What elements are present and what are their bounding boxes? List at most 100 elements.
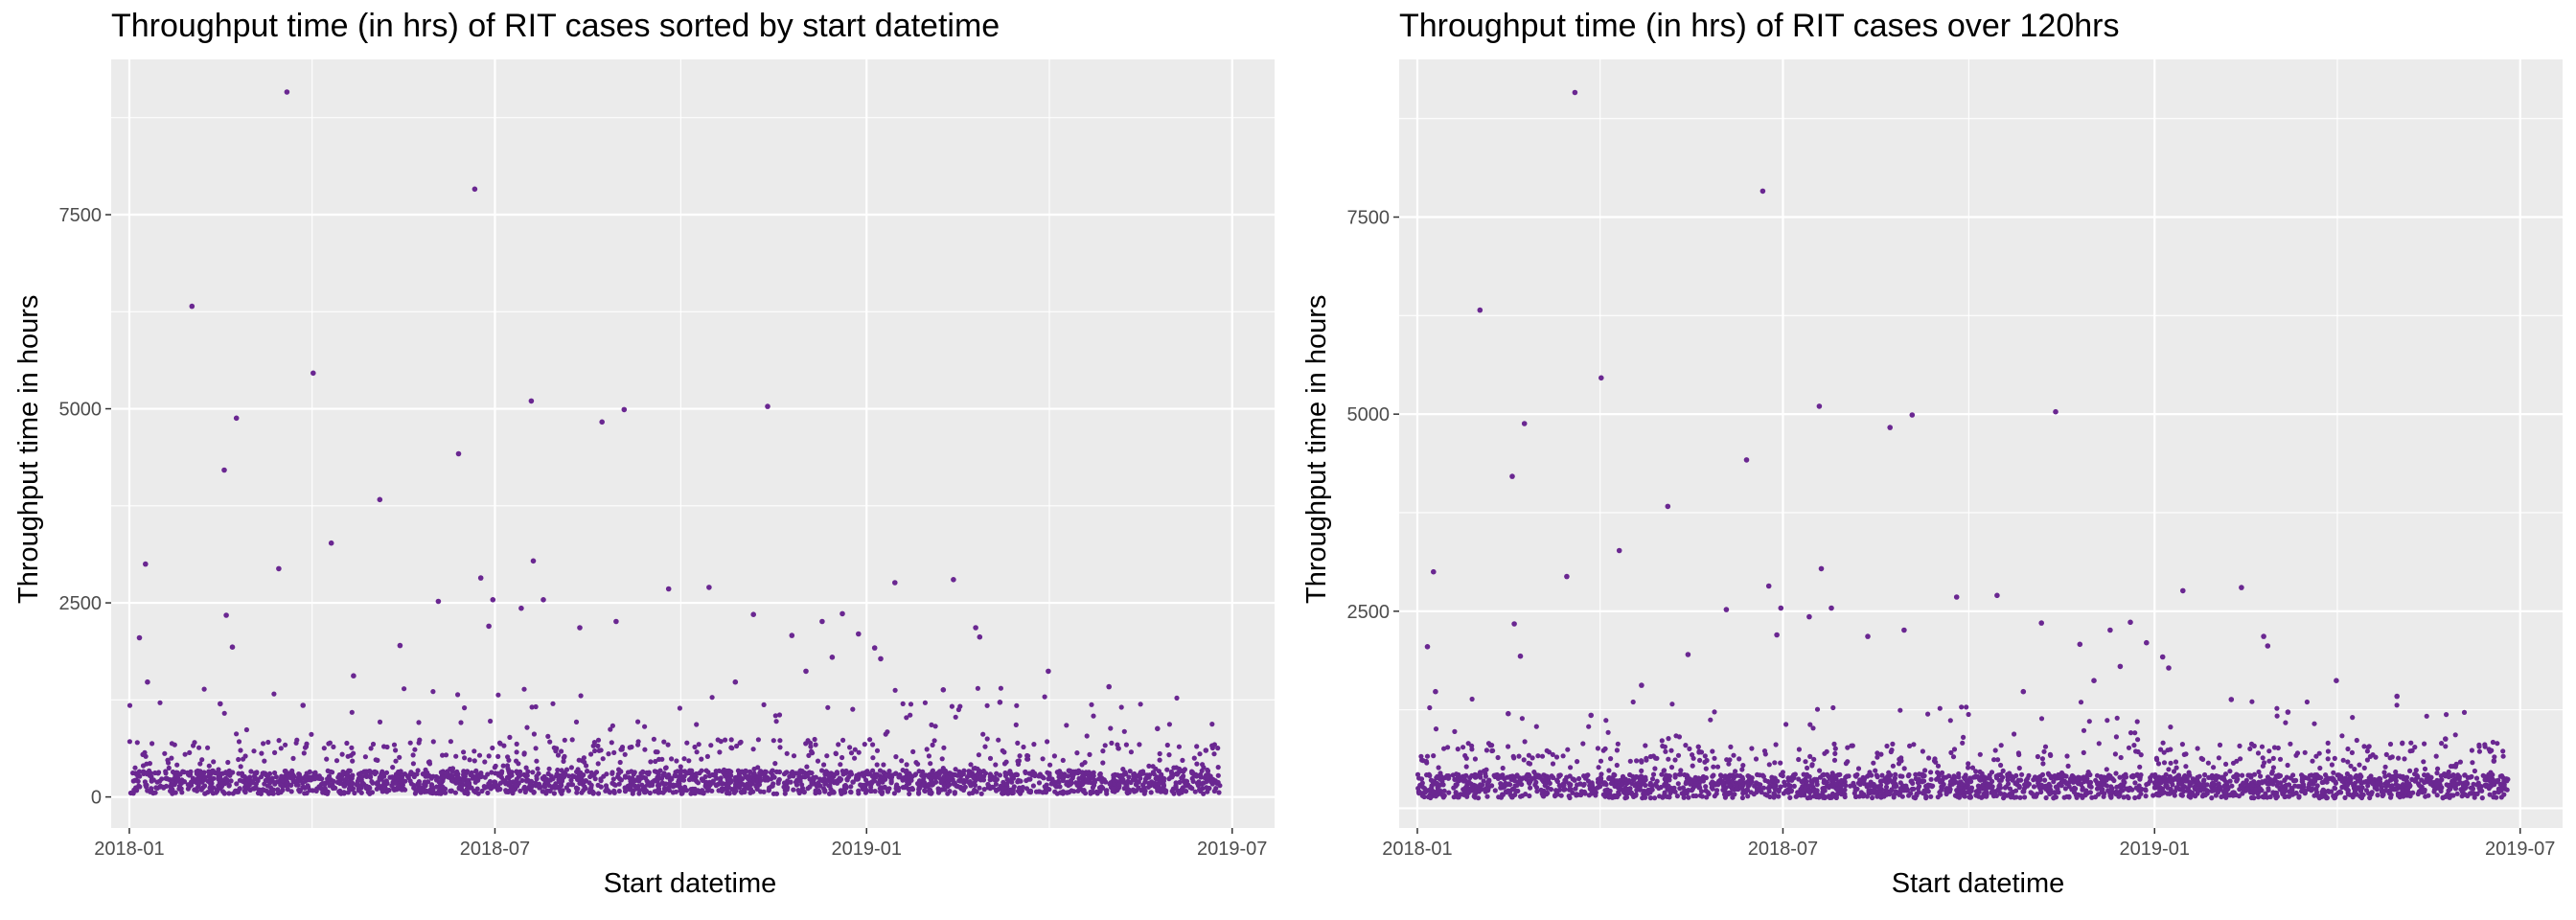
data-point bbox=[658, 775, 665, 781]
data-point bbox=[236, 756, 242, 763]
data-point bbox=[1950, 754, 1957, 760]
x-tick-label: 2019-07 bbox=[2485, 839, 2555, 860]
data-point bbox=[130, 778, 136, 784]
data-point bbox=[665, 586, 672, 592]
data-point bbox=[773, 719, 779, 724]
data-point bbox=[443, 790, 448, 795]
data-point bbox=[2187, 789, 2193, 794]
data-point bbox=[610, 723, 616, 728]
data-point bbox=[638, 770, 644, 776]
data-point bbox=[1757, 772, 1762, 778]
data-point bbox=[509, 772, 515, 778]
data-point bbox=[1674, 794, 1680, 799]
data-point bbox=[1439, 792, 1445, 797]
data-point bbox=[1984, 789, 1990, 795]
data-point bbox=[929, 782, 934, 788]
data-point bbox=[1661, 768, 1667, 773]
data-point bbox=[1556, 772, 1562, 778]
data-point bbox=[1577, 781, 1583, 787]
data-point bbox=[1174, 695, 1180, 702]
data-point bbox=[2369, 790, 2375, 795]
data-point bbox=[1419, 780, 1425, 786]
data-point bbox=[2314, 793, 2320, 798]
data-point bbox=[1968, 778, 1974, 785]
data-point bbox=[201, 686, 207, 692]
data-point bbox=[2270, 781, 2276, 787]
data-point bbox=[826, 772, 832, 779]
data-point bbox=[2348, 763, 2354, 769]
data-point bbox=[2018, 777, 2024, 783]
data-point bbox=[202, 775, 208, 781]
data-point bbox=[1580, 741, 1586, 747]
plot-background bbox=[111, 59, 1275, 828]
data-point bbox=[2318, 775, 2324, 781]
data-point bbox=[982, 744, 988, 749]
data-point bbox=[728, 778, 735, 784]
data-point bbox=[635, 719, 641, 724]
data-point bbox=[2470, 786, 2476, 792]
data-point bbox=[941, 745, 947, 750]
data-point bbox=[521, 750, 527, 756]
data-point bbox=[558, 783, 564, 789]
data-point bbox=[1000, 786, 1005, 792]
data-point bbox=[653, 758, 658, 765]
data-point bbox=[942, 787, 948, 793]
data-point bbox=[2345, 792, 2352, 797]
data-point bbox=[728, 737, 734, 743]
data-point bbox=[2216, 755, 2221, 761]
data-point bbox=[354, 782, 360, 788]
data-point bbox=[733, 779, 739, 785]
data-point bbox=[1843, 783, 1849, 789]
data-point bbox=[514, 741, 519, 748]
data-point bbox=[514, 776, 519, 782]
data-point bbox=[897, 772, 903, 778]
data-point bbox=[467, 757, 472, 763]
data-point bbox=[1040, 756, 1046, 762]
data-point bbox=[1157, 757, 1162, 763]
data-point bbox=[1709, 785, 1714, 791]
data-point bbox=[2194, 786, 2200, 792]
data-point bbox=[1935, 763, 1942, 769]
data-point bbox=[667, 781, 673, 787]
data-point bbox=[1680, 785, 1686, 791]
data-point bbox=[675, 769, 680, 774]
data-point bbox=[251, 748, 257, 754]
data-point bbox=[2277, 756, 2284, 762]
data-point bbox=[507, 788, 513, 794]
data-point bbox=[2048, 775, 2054, 781]
data-point bbox=[1760, 773, 1766, 779]
data-point bbox=[777, 745, 783, 750]
data-point bbox=[1828, 775, 1834, 782]
data-point bbox=[960, 787, 967, 794]
data-point bbox=[833, 750, 839, 756]
data-point bbox=[377, 776, 382, 783]
data-point bbox=[293, 778, 299, 784]
data-point bbox=[1889, 787, 1895, 793]
data-point bbox=[1843, 761, 1849, 767]
data-point bbox=[220, 770, 226, 776]
data-point bbox=[789, 770, 795, 776]
data-point bbox=[942, 768, 949, 774]
data-point bbox=[2190, 776, 2196, 782]
data-point bbox=[928, 761, 933, 767]
data-point bbox=[848, 784, 854, 790]
data-point bbox=[237, 777, 242, 783]
data-point bbox=[1427, 704, 1433, 711]
data-point bbox=[1082, 791, 1089, 796]
data-point bbox=[1495, 754, 1501, 761]
data-point bbox=[397, 754, 402, 760]
data-point bbox=[949, 703, 955, 709]
data-point bbox=[2133, 748, 2139, 754]
data-point bbox=[1477, 770, 1484, 775]
data-point bbox=[874, 762, 880, 768]
data-point bbox=[2408, 740, 2414, 746]
y-tick-label: 7500 bbox=[59, 205, 103, 226]
data-point bbox=[2108, 794, 2114, 800]
data-point bbox=[1791, 783, 1797, 790]
data-point bbox=[438, 770, 444, 775]
data-point bbox=[425, 770, 430, 775]
data-point bbox=[815, 782, 820, 788]
data-point bbox=[430, 739, 436, 745]
data-point bbox=[337, 780, 343, 787]
data-point bbox=[1004, 781, 1010, 787]
